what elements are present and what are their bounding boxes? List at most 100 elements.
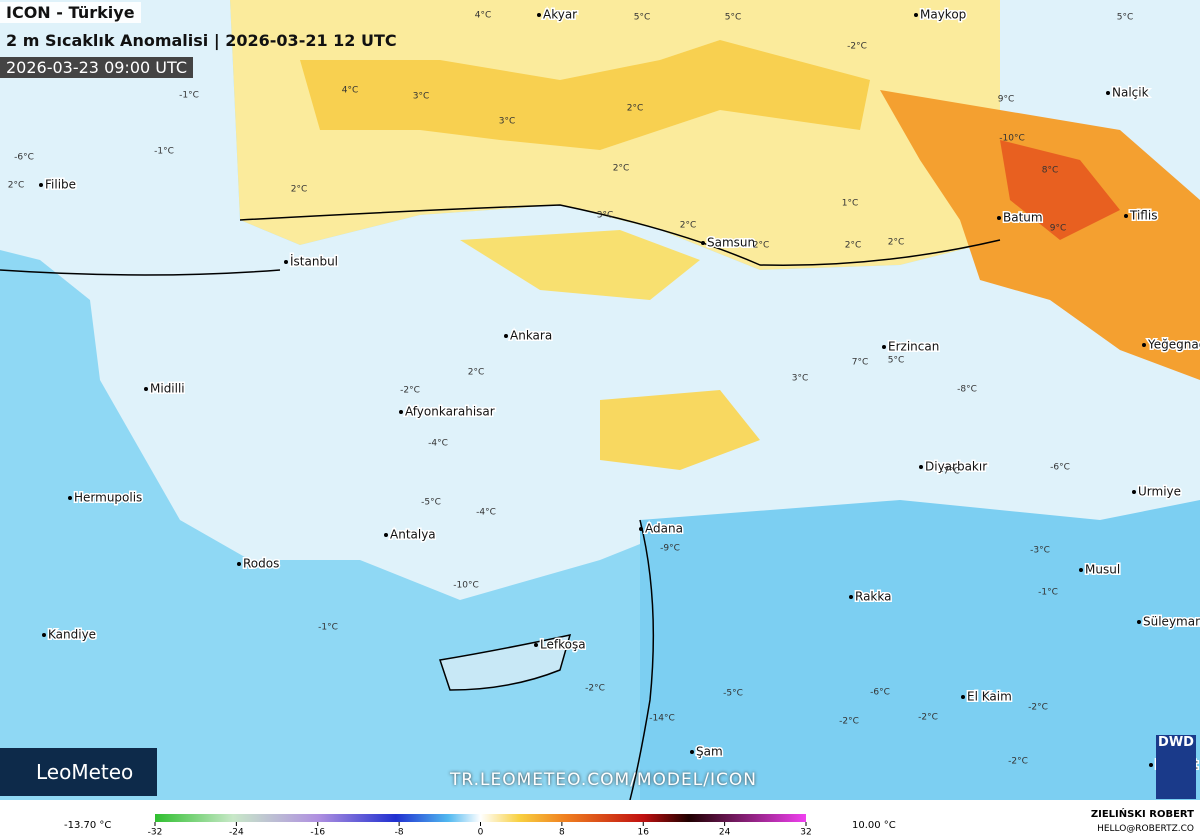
- temperature-label: 9°C: [1050, 224, 1067, 234]
- temperature-label: -2°C: [839, 717, 859, 727]
- temperature-label: 4°C: [475, 11, 492, 21]
- temperature-label: 5°C: [725, 13, 742, 23]
- city-label: Ankara: [510, 329, 552, 343]
- temperature-label: 2°C: [845, 241, 862, 251]
- colorbar-tick-label: 32: [800, 828, 811, 838]
- city-dot: [690, 750, 694, 754]
- city-label: Rakka: [855, 590, 891, 604]
- temperature-label: -6°C: [870, 688, 890, 698]
- city-dot: [237, 562, 241, 566]
- temperature-label: -3°C: [1030, 546, 1050, 556]
- city-dot: [537, 13, 541, 17]
- temperature-label: 2°C: [613, 164, 630, 174]
- colorbar-tick-label: 24: [719, 828, 731, 838]
- temperature-label: -5°C: [421, 498, 441, 508]
- colorbar-min: -13.70 °C: [64, 820, 112, 831]
- city-label: Akyar: [543, 8, 577, 22]
- city-dot: [849, 595, 853, 599]
- colorbar-tick-label: -16: [310, 828, 325, 838]
- city-label: İstanbul: [290, 254, 338, 269]
- city-dot: [1132, 490, 1136, 494]
- temperature-label: 2°C: [627, 104, 644, 114]
- subtitle: 2 m Sıcaklık Anomalisi | 2026-03-21 12 U…: [6, 31, 397, 50]
- valid-time: 2026-03-23 09:00 UTC: [0, 57, 193, 78]
- city-dot: [144, 387, 148, 391]
- temperature-label: 7°C: [852, 358, 869, 368]
- temperature-label: -1°C: [318, 623, 338, 633]
- city-dot: [914, 13, 918, 17]
- warm-area: [300, 40, 870, 150]
- temperature-label: -10°C: [999, 134, 1024, 144]
- city-dot: [997, 216, 1001, 220]
- temperature-label: 2°C: [468, 368, 485, 378]
- city-dot: [384, 533, 388, 537]
- temperature-label: -2°C: [847, 42, 867, 52]
- city-dot: [1124, 214, 1128, 218]
- temperature-label: -2°C: [1008, 757, 1028, 767]
- city-label: Rodos: [243, 557, 279, 571]
- city-label: Filibe: [45, 178, 76, 192]
- temperature-label: -9°C: [660, 544, 680, 554]
- city-dot: [1106, 91, 1110, 95]
- temperature-label: -2°C: [1028, 703, 1048, 713]
- city-dot: [534, 643, 538, 647]
- temperature-label: -1°C: [154, 147, 174, 157]
- city-dot: [1149, 763, 1153, 767]
- city-dot: [399, 410, 403, 414]
- caucasus-warm: [880, 90, 1200, 380]
- temperature-label: 3°C: [413, 92, 430, 102]
- temperature-label: 5°C: [1117, 13, 1134, 23]
- temperature-label: -1°C: [1038, 588, 1058, 598]
- city-dot: [504, 334, 508, 338]
- city-label: Samsun: [707, 236, 755, 250]
- temperature-label: 5°C: [888, 356, 905, 366]
- colorbar: [155, 814, 806, 822]
- city-label: Musul: [1085, 563, 1120, 577]
- temperature-label: 5°C: [634, 13, 651, 23]
- pontic-warm: [460, 230, 700, 300]
- city-dot: [39, 183, 43, 187]
- title: ICON - Türkiye: [0, 2, 141, 23]
- colorbar-tick-label: 16: [638, 828, 650, 838]
- temperature-label: -6°C: [1050, 463, 1070, 473]
- city-label: Diyarbakır: [925, 460, 987, 474]
- city-label: Midilli: [150, 382, 185, 396]
- city-label: El Kaim: [967, 690, 1012, 704]
- caucasus-hot: [1000, 140, 1120, 240]
- city-dot: [639, 527, 643, 531]
- temperature-label: 9°C: [998, 95, 1015, 105]
- author-email: HELLO@ROBERTZ.CO: [1097, 824, 1194, 834]
- temperature-label: -2°C: [918, 713, 938, 723]
- temperature-label: 1°C: [842, 199, 859, 209]
- temperature-label: -2°C: [585, 684, 605, 694]
- city-label: Hermupolis: [74, 491, 142, 505]
- city-label: Yeğegnadzor: [1147, 338, 1200, 352]
- temperature-label: -2°C: [400, 386, 420, 396]
- city-label: Afyonkarahisar: [405, 405, 495, 419]
- city-label: Nalçik: [1112, 86, 1149, 100]
- city-label: Şam: [696, 745, 723, 759]
- temperature-label: -10°C: [453, 581, 478, 591]
- temperature-label: -6°C: [14, 153, 34, 163]
- colorbar-tick-label: -24: [229, 828, 244, 838]
- colorbar-tick-label: 8: [559, 828, 565, 838]
- city-label: Antalya: [390, 528, 436, 542]
- city-label: Adana: [645, 522, 683, 536]
- city-dot: [284, 260, 288, 264]
- temperature-label: -4°C: [476, 508, 496, 518]
- city-label: Erzincan: [888, 340, 939, 354]
- city-label: Urmiye: [1138, 485, 1181, 499]
- temperature-label: -14°C: [649, 714, 674, 724]
- city-dot: [1137, 620, 1141, 624]
- temperature-label: 2°C: [291, 185, 308, 195]
- temperature-label: -1°C: [179, 91, 199, 101]
- colorbar-tick-label: -32: [148, 828, 163, 838]
- author-name: ZIELIŃSKI ROBERT: [1090, 809, 1194, 820]
- temperature-label: 3°C: [792, 374, 809, 384]
- colorbar-tick-label: -8: [395, 828, 404, 838]
- temperature-label: 2°C: [888, 238, 905, 248]
- colorbar-max: 10.00 °C: [852, 820, 896, 831]
- city-label: Tiflis: [1129, 209, 1157, 223]
- temperature-label: 2°C: [8, 181, 25, 191]
